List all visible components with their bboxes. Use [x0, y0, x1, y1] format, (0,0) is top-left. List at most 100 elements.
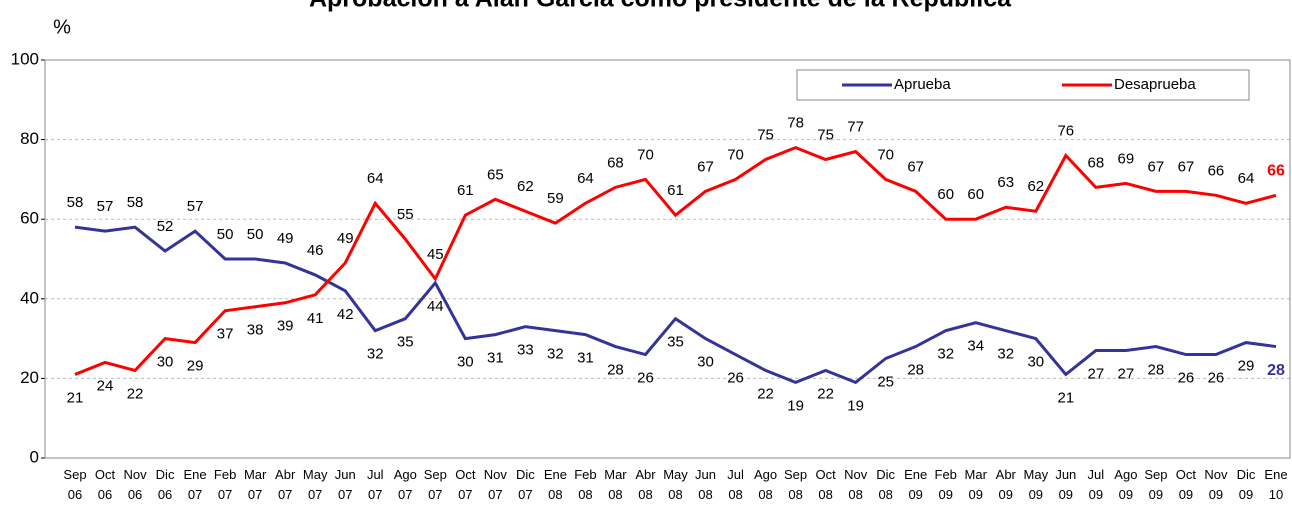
x-tick-label: Jun 07 — [335, 467, 356, 502]
x-tick-label: Feb 08 — [574, 467, 596, 502]
data-label: 34 — [967, 338, 984, 355]
data-label: 67 — [1178, 158, 1195, 175]
data-label: 68 — [607, 154, 624, 171]
data-label: 32 — [367, 346, 384, 363]
data-label: 25 — [877, 373, 894, 390]
data-label: 59 — [547, 190, 564, 207]
x-tick-label: May 08 — [663, 467, 688, 502]
x-tick-label: Ene 08 — [544, 467, 567, 502]
data-label: 66 — [1208, 162, 1225, 179]
x-tick-label: Dic 08 — [876, 467, 895, 502]
series-line — [74, 225, 1277, 385]
data-label: 77 — [847, 119, 864, 136]
data-label: 21 — [67, 389, 84, 406]
data-label: 50 — [217, 226, 234, 243]
data-label: 26 — [1208, 369, 1225, 386]
data-label: 30 — [157, 354, 174, 371]
x-tick-label: Ene 09 — [904, 467, 927, 502]
chart-title: Aprobación a Alan García como presidente… — [309, 0, 1012, 13]
data-label: 39 — [277, 318, 294, 335]
x-tick-label: Sep 06 — [63, 467, 86, 502]
plot-border — [44, 59, 1291, 459]
x-tick-label: Abr 07 — [275, 467, 296, 502]
data-label: 75 — [817, 126, 834, 143]
data-label: 70 — [877, 146, 894, 163]
x-tick-label: May 07 — [303, 467, 328, 502]
data-label: 31 — [487, 350, 504, 367]
y-tick-label: 100 — [11, 49, 39, 68]
data-label: 27 — [1088, 366, 1105, 383]
data-label: 19 — [847, 397, 864, 414]
x-tick-label: Dic 06 — [156, 467, 175, 502]
x-tick-label: Sep 07 — [424, 467, 447, 502]
data-label: 67 — [907, 158, 924, 175]
data-label: 76 — [1057, 122, 1074, 139]
x-tick-label: May 09 — [1024, 467, 1049, 502]
y-tick-label: 0 — [30, 447, 39, 466]
y-tick-label: 20 — [20, 368, 39, 387]
data-label: 64 — [367, 170, 384, 187]
data-label: 22 — [817, 385, 834, 402]
data-label: 69 — [1118, 150, 1135, 167]
data-label: 55 — [397, 206, 414, 223]
x-tick-label: Ago 07 — [394, 467, 417, 502]
x-tick-label: Ago 09 — [1114, 467, 1137, 502]
x-tick-label: Oct 09 — [1176, 467, 1197, 502]
data-label: 37 — [217, 326, 234, 343]
data-label: 35 — [397, 334, 414, 351]
data-label: 49 — [277, 230, 294, 247]
data-label: 28 — [1148, 362, 1165, 379]
data-label: 41 — [307, 310, 324, 327]
data-label: 21 — [1057, 389, 1074, 406]
y-axis-label: % — [53, 16, 71, 38]
data-label: 70 — [727, 146, 744, 163]
y-tick-label: 40 — [20, 288, 39, 307]
data-label: 42 — [337, 306, 354, 323]
data-label: 33 — [517, 342, 534, 359]
x-tick-label: Sep 08 — [784, 467, 807, 502]
data-label: 64 — [577, 170, 594, 187]
data-label: 32 — [547, 346, 564, 363]
x-tick-label: Nov 09 — [1204, 467, 1228, 502]
data-label: 28 — [907, 362, 924, 379]
data-label: 26 — [637, 369, 654, 386]
data-label: 24 — [97, 377, 114, 394]
x-tick-label: Ene 07 — [184, 467, 207, 502]
x-tick-label: Abr 08 — [635, 467, 656, 502]
data-label: 57 — [187, 198, 204, 215]
data-label: 63 — [997, 174, 1014, 191]
data-label: 52 — [157, 218, 174, 235]
x-tick-label: Sep 09 — [1144, 467, 1167, 502]
x-tick-label: Jul 07 — [367, 467, 384, 502]
x-tick-label: Jul 09 — [1088, 467, 1105, 502]
data-label: 70 — [637, 146, 654, 163]
x-tick-label: Jul 08 — [727, 467, 744, 502]
data-label: 58 — [127, 194, 144, 211]
data-label: 67 — [697, 158, 714, 175]
data-label: 61 — [667, 182, 684, 199]
data-label: 68 — [1088, 154, 1105, 171]
x-tick-label: Abr 09 — [996, 467, 1017, 502]
x-tick-label: Dic 07 — [516, 467, 535, 502]
data-label: 50 — [247, 226, 264, 243]
data-label: 32 — [937, 346, 954, 363]
data-label: 28 — [1267, 362, 1285, 379]
data-label: 29 — [187, 358, 204, 375]
data-label: 28 — [607, 362, 624, 379]
data-label: 29 — [1238, 358, 1255, 375]
data-label: 22 — [757, 385, 774, 402]
x-tick-label: Feb 09 — [935, 467, 957, 502]
x-tick-label: Jun 08 — [695, 467, 716, 502]
data-label: 38 — [247, 322, 264, 339]
x-tick-label: Dic 09 — [1237, 467, 1256, 502]
x-tick-label: Oct 06 — [95, 467, 116, 502]
data-label: 78 — [787, 115, 804, 132]
legend-label: Desaprueba — [1114, 76, 1196, 93]
data-label: 65 — [487, 166, 504, 183]
x-tick-label: Oct 07 — [455, 467, 476, 502]
legend-label: Aprueba — [894, 76, 951, 93]
data-label: 60 — [967, 186, 984, 203]
data-label: 30 — [1027, 354, 1044, 371]
data-label: 31 — [577, 350, 594, 367]
